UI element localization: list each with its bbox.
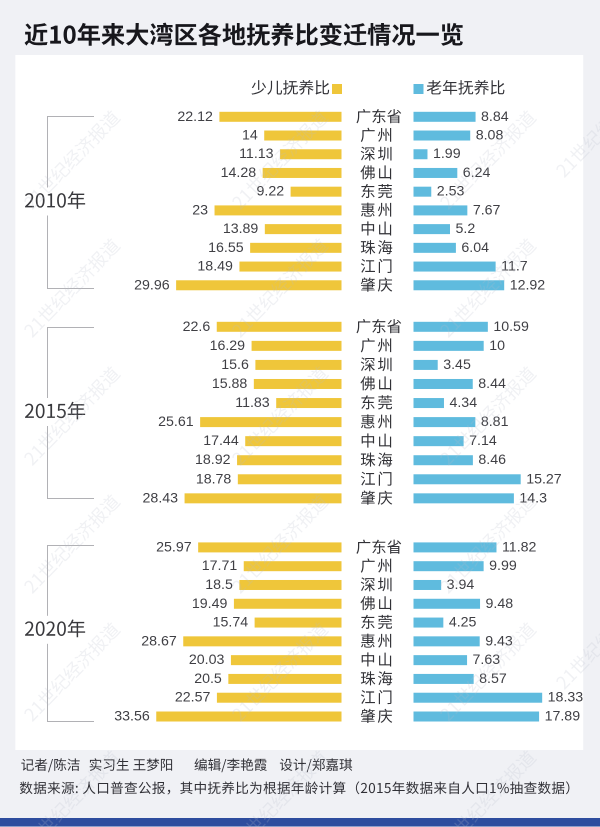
svg-text:9.48: 9.48 xyxy=(486,596,514,612)
svg-text:8.46: 8.46 xyxy=(478,452,506,468)
svg-text:6.04: 6.04 xyxy=(461,240,489,256)
svg-text:1.99: 1.99 xyxy=(433,146,461,162)
svg-text:19.49: 19.49 xyxy=(192,596,228,612)
svg-text:20.5: 20.5 xyxy=(194,671,222,687)
svg-text:10: 10 xyxy=(489,338,505,354)
svg-text:4.34: 4.34 xyxy=(449,395,477,411)
svg-text:5.2: 5.2 xyxy=(456,221,476,237)
svg-text:23: 23 xyxy=(192,202,208,218)
svg-text:4.25: 4.25 xyxy=(449,615,477,631)
svg-text:25.97: 25.97 xyxy=(156,539,192,555)
svg-text:33.56: 33.56 xyxy=(114,709,150,725)
svg-text:22.12: 22.12 xyxy=(177,109,213,125)
svg-text:15.74: 15.74 xyxy=(213,615,249,631)
svg-text:16.29: 16.29 xyxy=(210,338,246,354)
svg-text:18.49: 18.49 xyxy=(197,259,233,275)
svg-text:17.89: 17.89 xyxy=(545,709,581,725)
svg-text:25.61: 25.61 xyxy=(158,414,194,430)
svg-text:15.6: 15.6 xyxy=(221,357,249,373)
svg-text:14: 14 xyxy=(242,128,258,144)
svg-text:17.71: 17.71 xyxy=(202,558,238,574)
svg-text:17.44: 17.44 xyxy=(203,433,239,449)
svg-text:28.67: 28.67 xyxy=(141,633,177,649)
svg-text:22.57: 22.57 xyxy=(175,690,211,706)
svg-text:8.44: 8.44 xyxy=(478,376,506,392)
svg-text:10.59: 10.59 xyxy=(493,319,529,335)
svg-text:14.28: 14.28 xyxy=(221,165,257,181)
svg-text:11.82: 11.82 xyxy=(502,539,537,555)
svg-text:9.22: 9.22 xyxy=(256,184,284,200)
svg-text:15.88: 15.88 xyxy=(212,376,248,392)
svg-text:28.43: 28.43 xyxy=(143,490,179,506)
svg-text:7.67: 7.67 xyxy=(473,202,501,218)
svg-text:9.99: 9.99 xyxy=(489,558,517,574)
svg-text:18.92: 18.92 xyxy=(195,452,231,468)
svg-text:16.55: 16.55 xyxy=(208,240,244,256)
svg-text:13.89: 13.89 xyxy=(223,221,259,237)
svg-text:20.03: 20.03 xyxy=(189,652,225,668)
svg-text:11.13: 11.13 xyxy=(239,146,274,162)
svg-text:3.45: 3.45 xyxy=(443,357,471,373)
svg-text:18.5: 18.5 xyxy=(205,577,233,593)
svg-text:7.63: 7.63 xyxy=(473,652,501,668)
svg-text:18.78: 18.78 xyxy=(196,471,232,487)
svg-text:14.3: 14.3 xyxy=(519,490,547,506)
svg-text:29.96: 29.96 xyxy=(134,277,170,293)
svg-text:8.08: 8.08 xyxy=(476,128,504,144)
svg-text:12.92: 12.92 xyxy=(510,277,546,293)
svg-text:18.33: 18.33 xyxy=(548,690,584,706)
svg-text:11.83: 11.83 xyxy=(235,395,270,411)
svg-text:22.6: 22.6 xyxy=(183,319,211,335)
svg-text:8.84: 8.84 xyxy=(481,109,509,125)
svg-text:15.27: 15.27 xyxy=(526,471,562,487)
